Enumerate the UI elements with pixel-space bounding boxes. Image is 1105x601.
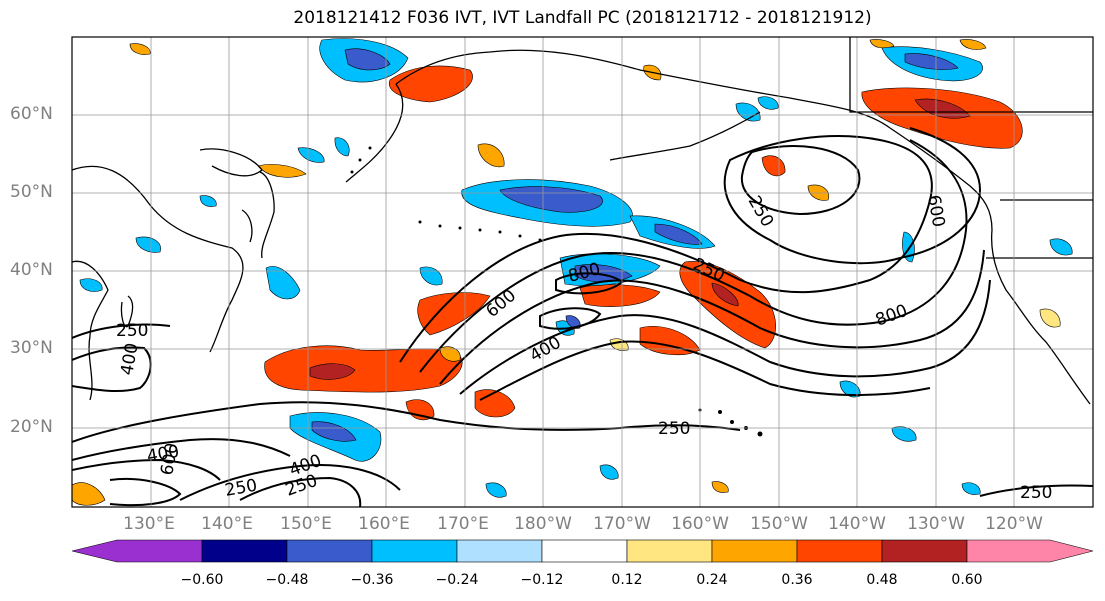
colorbar-tick-label: −0.48 [265,572,309,588]
lon-label: 140°E [201,514,253,534]
lon-label: 120°W [985,514,1043,534]
colorbar-swatch [966,539,1094,563]
colorbar-swatch [626,539,713,563]
contour-label: 250 [1020,483,1052,503]
colorbar-tick-label: −0.24 [435,572,479,588]
lat-label: 50°N [10,182,53,202]
positive-ivt-shading [72,39,1061,506]
island-chains [350,146,763,437]
colorbar-tick-label: 0.12 [611,572,643,588]
colorbar-swatch [711,539,798,563]
colorbar-tick-label: 0.36 [781,572,813,588]
lon-label: 150°W [750,514,808,534]
colorbar-swatch [881,539,968,563]
contour-label: 250 [116,321,148,341]
colorbar [71,539,1094,563]
colorbar-tick-label: 0.48 [866,572,898,588]
colorbar-swatch [201,539,288,563]
contour-label: 250 [658,419,690,439]
lon-label: 170°W [593,514,651,534]
colorbar-tick-label: 0.24 [696,572,728,588]
lon-label: 170°E [437,514,489,534]
lon-label: 150°E [280,514,332,534]
colorbar-tick-label: −0.36 [350,572,394,588]
colorbar-swatch [541,539,628,563]
lon-label: 160°E [358,514,410,534]
colorbar-tick-label: −0.12 [520,572,564,588]
lat-label: 20°N [10,417,53,437]
lon-label: 160°W [671,514,729,534]
colorbar-tick-label: −0.60 [180,572,224,588]
contour-labels: 250 250 600 800 600 400 800 250 400 600 … [116,193,1052,504]
lat-label: 40°N [10,260,53,280]
lon-label: 180°W [514,514,572,534]
lon-label: 140°W [828,514,886,534]
coastlines [72,37,1093,405]
colorbar-tick-label: 0.60 [951,572,983,588]
colorbar-swatch [71,539,203,563]
lat-label: 60°N [10,104,53,124]
map-title: 2018121412 F036 IVT, IVT Landfall PC (20… [293,8,872,28]
map-frame [71,36,1094,508]
colorbar-swatch [286,539,373,563]
ivt-contours [72,127,1093,507]
lon-label: 130°E [123,514,175,534]
colorbar-swatch [456,539,543,563]
lat-label: 30°N [10,338,53,358]
colorbar-swatch [796,539,883,563]
lon-label: 130°W [907,514,965,534]
map-gridlines [72,37,1093,507]
colorbar-swatch [371,539,458,563]
